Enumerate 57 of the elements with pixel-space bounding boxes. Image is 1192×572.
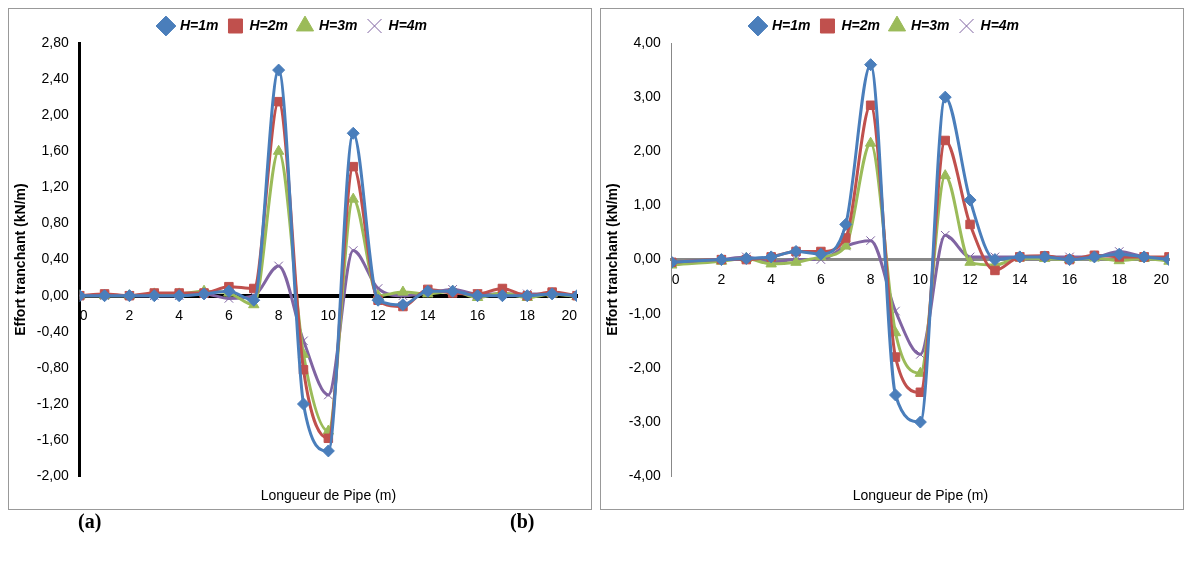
y-tick-label: 1,20 <box>41 178 69 195</box>
x-tick-label: 4 <box>767 270 776 287</box>
x-tick-label: 6 <box>225 306 233 323</box>
y-tick-label: 1,60 <box>41 142 69 159</box>
x-tick-label: 12 <box>370 306 387 323</box>
text: (a) <box>78 510 102 532</box>
y-tick-label: 2,80 <box>41 33 69 50</box>
x-tick-label: 2 <box>125 306 134 323</box>
legend-label: H=3m <box>319 16 358 33</box>
legend-label: H=4m <box>980 16 1020 33</box>
x-tick-label: 18 <box>1111 270 1128 287</box>
y-tick-label: -1,60 <box>36 430 69 447</box>
x-tick-label: 20 <box>561 306 578 323</box>
legend-label: H=1m <box>771 16 811 33</box>
x-tick-label: 10 <box>320 306 337 323</box>
x-tick-label: 2 <box>717 270 726 287</box>
y-tick-label: 3,00 <box>633 88 661 105</box>
x-tick-label: 10 <box>912 270 929 287</box>
y-tick-label: -3,00 <box>628 412 661 429</box>
y-tick-label: -0,40 <box>36 322 69 339</box>
x-tick-label: 0 <box>671 270 680 287</box>
y-tick-label: -1,00 <box>628 304 661 321</box>
y-tick-label: -2,00 <box>628 358 661 375</box>
x-tick-label: 14 <box>420 306 436 323</box>
y-tick-label: 4,00 <box>633 33 661 50</box>
y-axis-title: Effort tranchant (kN/m) <box>12 183 29 336</box>
x-tick-label: 14 <box>1012 270 1028 287</box>
y-tick-label: 0,00 <box>633 250 661 267</box>
y-tick-label: -0,80 <box>36 358 69 375</box>
legend-label: H=1m <box>179 16 219 33</box>
x-tick-label: 4 <box>175 306 184 323</box>
y-tick-label: -4,00 <box>628 467 661 484</box>
legend-label: H=4m <box>388 16 428 33</box>
x-tick-label: 20 <box>1153 270 1170 287</box>
y-tick-label: -2,00 <box>36 467 69 484</box>
x-axis-title: Longueur de Pipe (m) <box>260 487 397 504</box>
legend-label: H=2m <box>841 16 881 33</box>
legend-label: H=3m <box>911 16 950 33</box>
x-tick-label: 16 <box>469 306 486 323</box>
y-tick-label: 2,00 <box>41 106 69 123</box>
x-tick-label: 8 <box>866 270 875 287</box>
y-axis-title: Effort tranchant (kN/m) <box>604 183 621 336</box>
y-tick-label: -1,20 <box>36 394 69 411</box>
y-tick-label: 1,00 <box>633 196 661 213</box>
x-tick-label: 12 <box>962 270 979 287</box>
x-axis-title: Longueur de Pipe (m) <box>852 487 989 504</box>
x-tick-label: 18 <box>519 306 536 323</box>
x-tick-label: 16 <box>1061 270 1078 287</box>
y-tick-label: 0,40 <box>41 250 69 267</box>
x-tick-label: 6 <box>817 270 825 287</box>
y-tick-label: 2,40 <box>41 69 69 86</box>
x-tick-label: 8 <box>274 306 283 323</box>
y-tick-label: 0,80 <box>41 214 69 231</box>
y-tick-label: 0,00 <box>41 286 69 303</box>
legend-label: H=2m <box>249 16 289 33</box>
text: (b) <box>510 510 536 533</box>
y-tick-label: 2,00 <box>633 142 661 159</box>
